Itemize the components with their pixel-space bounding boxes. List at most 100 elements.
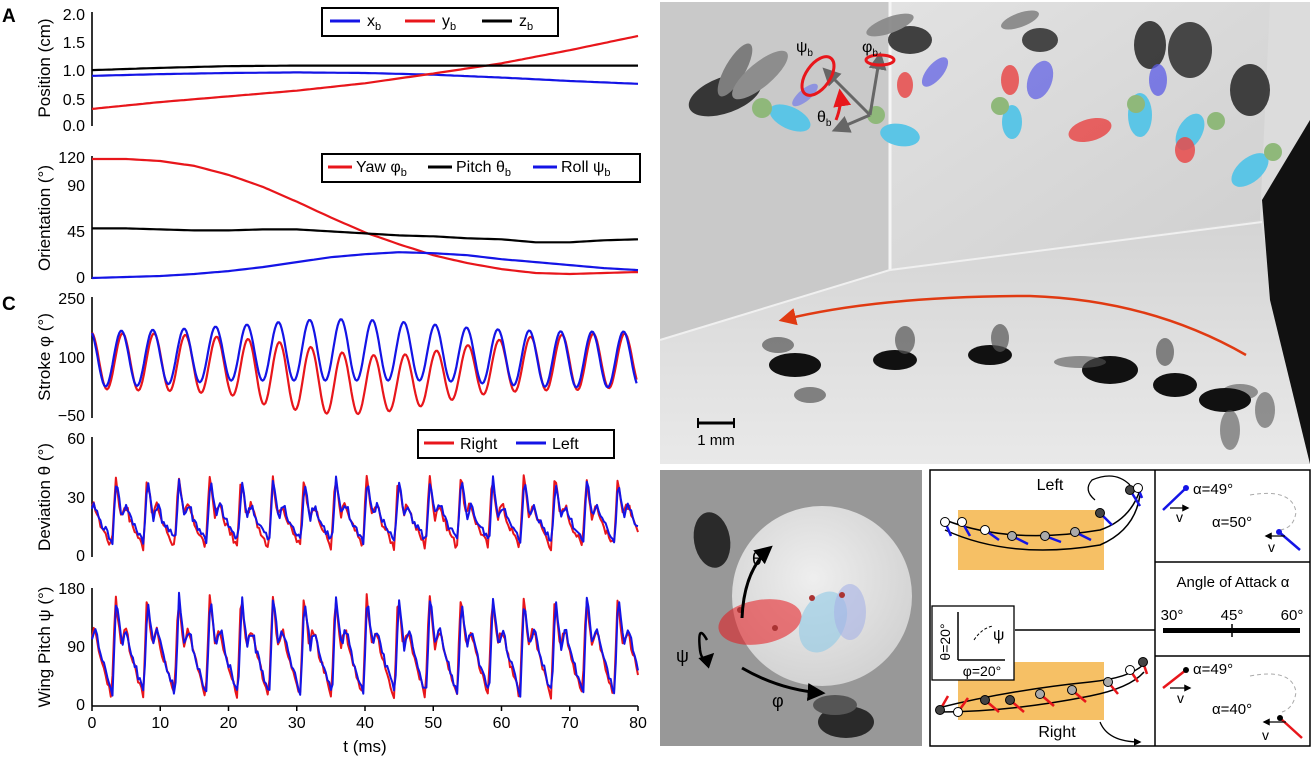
- v-label: v: [1176, 509, 1183, 525]
- x-tick-label: 40: [356, 715, 374, 732]
- inset-theta: θ=20°: [937, 623, 953, 660]
- stroke-ytick: −50: [58, 408, 85, 425]
- body-axes: ψb φb θb: [796, 39, 896, 133]
- scale-inset: θ=20° φ=20° ψ: [931, 605, 1015, 681]
- inset-phi: φ=20°: [963, 663, 1001, 679]
- panel-d-photo: θ ψ φ: [660, 470, 922, 746]
- wing-edge-marker: [1125, 665, 1135, 675]
- d-psi-label: ψ: [676, 646, 689, 666]
- position-legend: xb yb zb: [321, 7, 559, 37]
- wing-edge-marker: [1138, 657, 1148, 667]
- orientation-ytick: 45: [67, 224, 85, 241]
- aoa-tick: 30°: [1161, 607, 1184, 624]
- position-ytick: 2.0: [63, 7, 85, 24]
- x-tick-label: 70: [561, 715, 579, 732]
- legend-yaw: Yaw φb: [356, 159, 407, 179]
- wing-pitch-chart: Wing Pitch ψ (°) 0 90 180 0 10 20 30 40 50 60 7…: [35, 581, 647, 756]
- e-left-label: Left: [1037, 477, 1064, 494]
- orientation-ytick: 120: [58, 150, 85, 167]
- legend-yb: yb: [442, 13, 456, 33]
- position-ytick: 0.5: [63, 92, 85, 109]
- fly-models: [752, 57, 1282, 187]
- left-wing-stroke: [940, 475, 1144, 570]
- right-wing-stroke: [935, 657, 1149, 746]
- scale-bar: 1 mm: [697, 418, 735, 449]
- d-phi-label: φ: [772, 691, 784, 711]
- stroke-ylabel: Stroke φ (°): [35, 313, 54, 401]
- panel-e: Left Right θ=20° φ=20° ψ: [929, 469, 1311, 747]
- orientation-ytick: 0: [76, 270, 85, 287]
- floor-shadow-sequence: [762, 324, 1275, 450]
- aoa-tick: 45°: [1221, 607, 1244, 624]
- panel-label-a: A: [2, 6, 16, 27]
- flight-path-arrow: [778, 294, 1247, 357]
- deviation-ytick: 0: [76, 548, 85, 565]
- stroke-ytick: 250: [58, 291, 85, 308]
- deviation-line-left: [91, 475, 639, 546]
- legend-roll: Roll ψb: [561, 159, 611, 179]
- wing-edge-marker: [1067, 685, 1077, 695]
- orientation-legend: Yaw φb Pitch θb Roll ψb: [321, 153, 641, 183]
- e-right-label: Right: [1038, 724, 1076, 741]
- wing-edge-marker: [935, 705, 945, 715]
- v-label: v: [1268, 539, 1275, 555]
- left-alpha-1: α=49°: [1193, 481, 1233, 498]
- wing-edge-marker: [1040, 531, 1050, 541]
- right-alpha-1: α=49°: [1193, 661, 1233, 678]
- aoa-title: Angle of Attack α: [1177, 574, 1290, 591]
- deviation-legend: Right Left: [417, 429, 615, 459]
- deviation-ytick: 60: [67, 431, 85, 448]
- pitch-ytick: 90: [67, 639, 85, 656]
- wing-edge-marker: [1005, 695, 1015, 705]
- deviation-ytick: 30: [67, 490, 85, 507]
- series-line-z_b: [91, 64, 638, 72]
- position-ylabel: Position (cm): [35, 18, 54, 117]
- panel-label-c: C: [2, 294, 16, 315]
- scale-bar-label: 1 mm: [697, 432, 735, 449]
- wing-edge-marker: [1095, 508, 1105, 518]
- left-alpha-2: α=50°: [1212, 514, 1252, 531]
- upper-fly-sequence: [688, 10, 1270, 117]
- right-alpha-2: α=40°: [1212, 701, 1252, 718]
- panel-b-photo: ψb φb θb 1 mm: [659, 2, 1310, 464]
- position-ytick: 1.0: [63, 63, 85, 80]
- legend-xb: xb: [367, 13, 381, 33]
- position-ytick: 1.5: [63, 35, 85, 52]
- legend-left: Left: [552, 436, 579, 453]
- orientation-ylabel: Orientation (°): [35, 165, 54, 271]
- series-line-roll-_b: [91, 251, 639, 280]
- inset-psi: ψ: [993, 627, 1004, 644]
- x-tick-label: 0: [88, 715, 97, 732]
- theta-b-label: θb: [817, 109, 832, 129]
- legend-zb: zb: [519, 13, 533, 33]
- wing-edge-marker: [1007, 531, 1017, 541]
- left-aoa-examples: α=49° v α=50° v: [1162, 481, 1301, 555]
- orientation-chart: Orientation (°) 0 45 90 120 Yaw φb Pitch…: [35, 150, 641, 287]
- legend-right: Right: [460, 436, 498, 453]
- series-line-x_b: [92, 71, 639, 85]
- stroke-ytick: 100: [58, 350, 85, 367]
- psi-b-label: ψb: [796, 39, 813, 59]
- position-ytick: 0.0: [63, 118, 85, 135]
- wing-edge-marker: [1035, 689, 1045, 699]
- stroke-line-right: [91, 332, 638, 416]
- wing-edge-marker: [1103, 677, 1113, 687]
- wing-edge-marker: [980, 695, 990, 705]
- x-tick-label: 60: [493, 715, 511, 732]
- wing-edge-marker: [953, 707, 963, 717]
- aoa-legend: Angle of Attack α 30° 45° 60°: [1161, 574, 1303, 637]
- x-tick-label: 20: [220, 715, 238, 732]
- wing-edge-marker: [957, 517, 967, 527]
- phi-b-label: φb: [862, 39, 878, 59]
- v-label: v: [1262, 727, 1269, 743]
- stroke-chart: Stroke φ (°) −50 100 250: [35, 291, 638, 425]
- stroke-line-left: [90, 318, 638, 389]
- x-tick-label: 30: [288, 715, 306, 732]
- wing-edge-marker: [940, 517, 950, 527]
- v-label: v: [1177, 690, 1184, 706]
- x-tick-label: 10: [151, 715, 169, 732]
- pitch-line-left: [91, 591, 639, 698]
- deviation-chart: Deviation θ (°) 0 30 60 Right Left: [35, 429, 639, 565]
